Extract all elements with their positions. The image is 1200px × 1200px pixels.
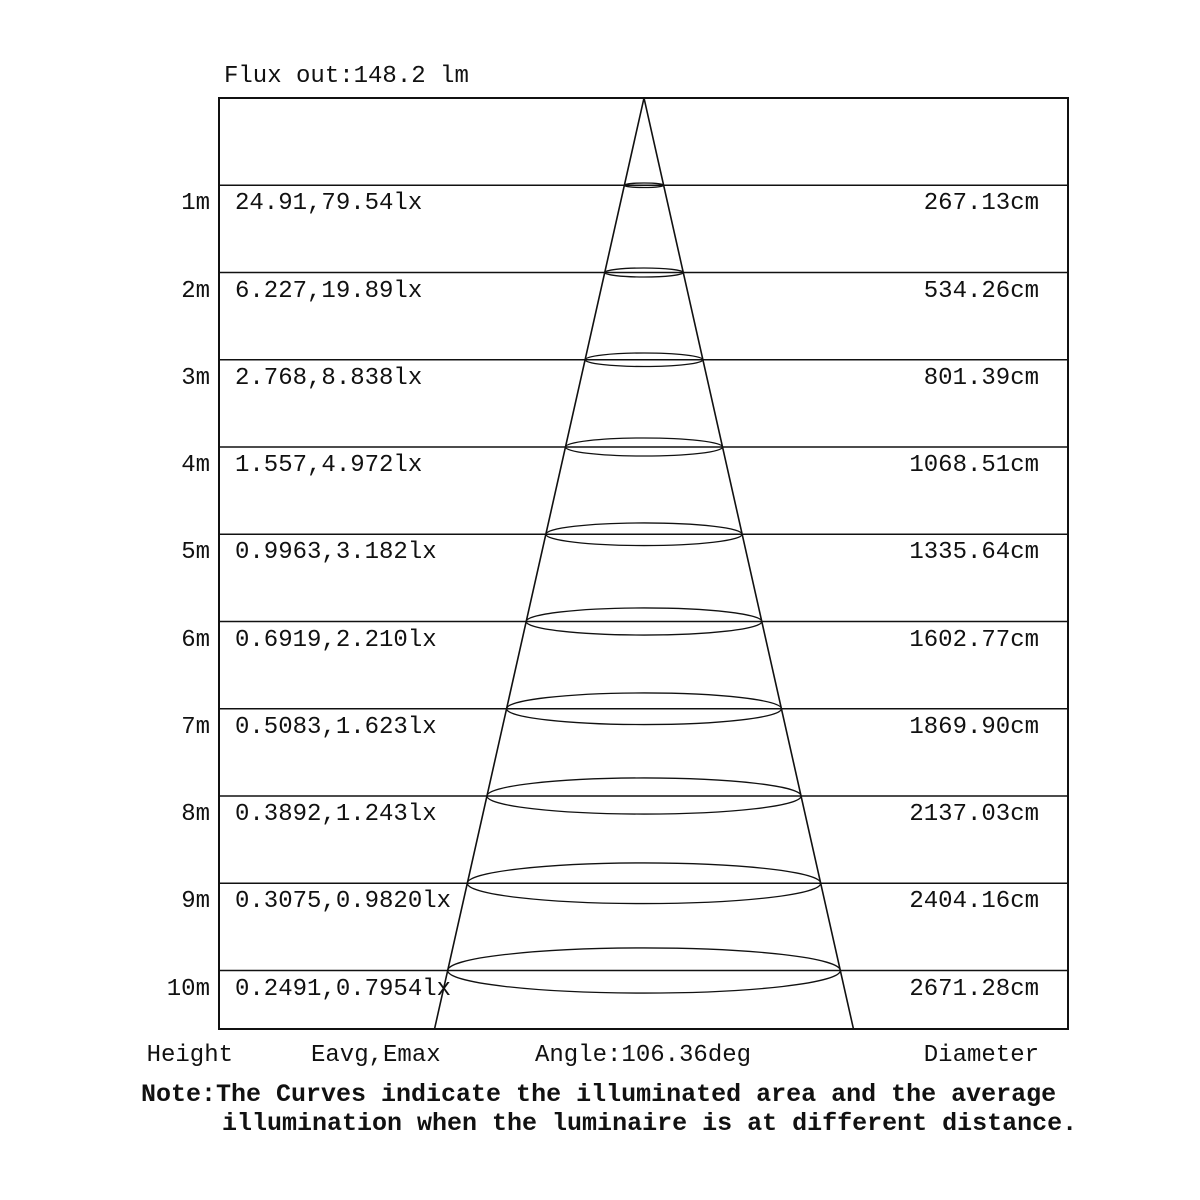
beam-ellipse — [505, 692, 783, 726]
row-height-label: 9m — [181, 888, 210, 916]
row-eavg-emax: 0.6919,2.210lx — [235, 626, 437, 654]
flux-title: Flux out:148.2 lm — [224, 63, 469, 90]
beam-ellipse — [447, 947, 841, 994]
beam-angle-label: Angle:106.36deg — [535, 1042, 752, 1069]
row-eavg-emax: 1.557,4.972lx — [235, 452, 423, 479]
row-diameter: 1068.51cm — [909, 452, 1039, 479]
row-diameter: 2404.16cm — [909, 888, 1039, 916]
row-eavg-emax: 0.3892,1.243lx — [235, 801, 437, 828]
row-diameter: 2671.28cm — [909, 975, 1039, 1003]
row-eavg-emax: 6.227,19.89lx — [235, 277, 423, 305]
beam-ellipse — [525, 607, 763, 636]
row-height-label: 2m — [181, 277, 210, 305]
note-line-2: illumination when the luminaire is at di… — [222, 1109, 1078, 1138]
row-height-label: 3m — [181, 364, 210, 392]
column-label-diameter: Diameter — [923, 1042, 1039, 1069]
column-label-eavg-emax: Eavg,Emax — [311, 1042, 441, 1069]
note-line-1: Note:The Curves indicate the illuminated… — [141, 1080, 1057, 1109]
row-eavg-emax: 24.91,79.54lx — [235, 190, 423, 218]
row-diameter: 1869.90cm — [909, 713, 1039, 741]
beam-ellipse — [604, 267, 684, 278]
row-eavg-emax: 2.768,8.838lx — [235, 364, 423, 392]
beam-ellipse — [623, 182, 665, 189]
row-eavg-emax: 0.2491,0.7954lx — [235, 975, 452, 1003]
row-height-label: 7m — [181, 713, 210, 741]
row-eavg-emax: 0.3075,0.9820lx — [235, 888, 452, 916]
row-height-label: 8m — [181, 801, 210, 828]
row-height-label: 1m — [181, 190, 210, 218]
row-diameter: 267.13cm — [923, 190, 1039, 218]
column-label-height: Height — [146, 1042, 233, 1069]
row-diameter: 2137.03cm — [909, 801, 1039, 828]
row-eavg-emax: 0.9963,3.182lx — [235, 539, 437, 567]
row-diameter: 1335.64cm — [909, 539, 1039, 567]
row-height-label: 4m — [181, 452, 210, 479]
row-diameter: 801.39cm — [923, 364, 1039, 392]
beam-ellipse — [545, 522, 743, 547]
row-height-label: 10m — [166, 975, 210, 1003]
cone-leg-right — [643, 97, 855, 1030]
row-diameter: 1602.77cm — [909, 626, 1039, 654]
row-eavg-emax: 0.5083,1.623lx — [235, 713, 437, 741]
beam-ellipse — [486, 777, 802, 815]
row-height-label: 6m — [181, 626, 210, 654]
row-diameter: 534.26cm — [923, 277, 1039, 305]
cone-leg-left — [433, 97, 645, 1030]
beam-ellipse — [584, 352, 704, 368]
row-height-label: 5m — [181, 539, 210, 567]
beam-ellipse — [564, 437, 724, 457]
beam-ellipse — [466, 862, 822, 905]
